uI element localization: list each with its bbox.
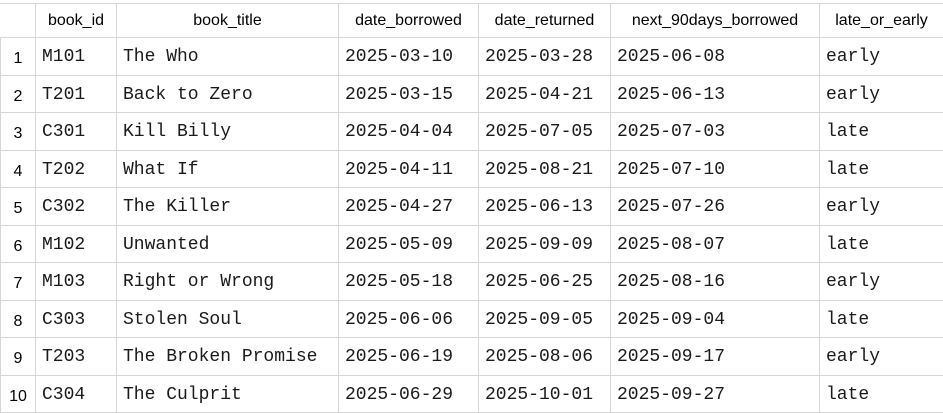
cell-late-or-early[interactable]: late	[820, 150, 943, 188]
cell-next-90days-borrowed[interactable]: 2025-06-08	[611, 38, 820, 76]
cell-next-90days-borrowed[interactable]: 2025-06-13	[611, 75, 820, 113]
table-row[interactable]: 8 C303 Stolen Soul 2025-06-06 2025-09-05…	[1, 300, 943, 338]
cell-book-id[interactable]: M103	[36, 263, 117, 301]
table-row[interactable]: 2 T201 Back to Zero 2025-03-15 2025-04-2…	[1, 75, 943, 113]
cell-date-returned[interactable]: 2025-06-25	[479, 263, 611, 301]
cell-date-returned[interactable]: 2025-10-01	[479, 375, 611, 413]
row-number[interactable]: 9	[1, 338, 36, 376]
cell-late-or-early[interactable]: early	[820, 338, 943, 376]
column-header-date-borrowed[interactable]: date_borrowed	[339, 4, 479, 38]
row-number[interactable]: 8	[1, 300, 36, 338]
column-header-date-returned[interactable]: date_returned	[479, 4, 611, 38]
cell-book-id[interactable]: T201	[36, 75, 117, 113]
cell-late-or-early[interactable]: early	[820, 75, 943, 113]
cell-late-or-early[interactable]: early	[820, 38, 943, 76]
cell-date-borrowed[interactable]: 2025-04-11	[339, 150, 479, 188]
cell-date-borrowed[interactable]: 2025-05-18	[339, 263, 479, 301]
header-row: book_id book_title date_borrowed date_re…	[1, 4, 943, 38]
cell-book-title[interactable]: Unwanted	[117, 225, 339, 263]
row-number[interactable]: 10	[1, 375, 36, 413]
cell-book-id[interactable]: C302	[36, 188, 117, 226]
cell-next-90days-borrowed[interactable]: 2025-09-04	[611, 300, 820, 338]
cell-book-title[interactable]: What If	[117, 150, 339, 188]
cell-next-90days-borrowed[interactable]: 2025-09-17	[611, 338, 820, 376]
cell-late-or-early[interactable]: late	[820, 375, 943, 413]
table-row[interactable]: 6 M102 Unwanted 2025-05-09 2025-09-09 20…	[1, 225, 943, 263]
table-row[interactable]: 10 C304 The Culprit 2025-06-29 2025-10-0…	[1, 375, 943, 413]
cell-late-or-early[interactable]: late	[820, 113, 943, 151]
cell-book-title[interactable]: Back to Zero	[117, 75, 339, 113]
cell-late-or-early[interactable]: late	[820, 300, 943, 338]
cell-next-90days-borrowed[interactable]: 2025-08-07	[611, 225, 820, 263]
cell-date-returned[interactable]: 2025-06-13	[479, 188, 611, 226]
cell-book-id[interactable]: T203	[36, 338, 117, 376]
cell-date-returned[interactable]: 2025-08-06	[479, 338, 611, 376]
row-number[interactable]: 1	[1, 38, 36, 76]
cell-book-title[interactable]: The Culprit	[117, 375, 339, 413]
cell-book-title[interactable]: Kill Billy	[117, 113, 339, 151]
cell-date-returned[interactable]: 2025-04-21	[479, 75, 611, 113]
cell-next-90days-borrowed[interactable]: 2025-09-27	[611, 375, 820, 413]
column-header-late-or-early[interactable]: late_or_early	[820, 4, 943, 38]
cell-date-returned[interactable]: 2025-09-09	[479, 225, 611, 263]
cell-date-borrowed[interactable]: 2025-06-19	[339, 338, 479, 376]
cell-date-borrowed[interactable]: 2025-03-15	[339, 75, 479, 113]
cell-date-returned[interactable]: 2025-08-21	[479, 150, 611, 188]
cell-date-returned[interactable]: 2025-03-28	[479, 38, 611, 76]
column-header-book-title[interactable]: book_title	[117, 4, 339, 38]
cell-book-id[interactable]: M102	[36, 225, 117, 263]
row-number[interactable]: 2	[1, 75, 36, 113]
cell-book-id[interactable]: C303	[36, 300, 117, 338]
cell-book-id[interactable]: T202	[36, 150, 117, 188]
cell-late-or-early[interactable]: early	[820, 263, 943, 301]
cell-book-id[interactable]: M101	[36, 38, 117, 76]
cell-late-or-early[interactable]: late	[820, 225, 943, 263]
table-row[interactable]: 7 M103 Right or Wrong 2025-05-18 2025-06…	[1, 263, 943, 301]
table-row[interactable]: 1 M101 The Who 2025-03-10 2025-03-28 202…	[1, 38, 943, 76]
cell-book-title[interactable]: Right or Wrong	[117, 263, 339, 301]
cell-book-title[interactable]: The Killer	[117, 188, 339, 226]
table-row[interactable]: 5 C302 The Killer 2025-04-27 2025-06-13 …	[1, 188, 943, 226]
cell-date-borrowed[interactable]: 2025-05-09	[339, 225, 479, 263]
cell-late-or-early[interactable]: early	[820, 188, 943, 226]
cell-book-title[interactable]: The Broken Promise	[117, 338, 339, 376]
table-row[interactable]: 9 T203 The Broken Promise 2025-06-19 202…	[1, 338, 943, 376]
cell-next-90days-borrowed[interactable]: 2025-07-26	[611, 188, 820, 226]
row-number[interactable]: 4	[1, 150, 36, 188]
cell-date-returned[interactable]: 2025-09-05	[479, 300, 611, 338]
row-number[interactable]: 5	[1, 188, 36, 226]
column-header-book-id[interactable]: book_id	[36, 4, 117, 38]
row-number[interactable]: 3	[1, 113, 36, 151]
row-number-header[interactable]	[1, 4, 36, 38]
results-grid: book_id book_title date_borrowed date_re…	[0, 3, 943, 413]
cell-book-title[interactable]: Stolen Soul	[117, 300, 339, 338]
table-row[interactable]: 4 T202 What If 2025-04-11 2025-08-21 202…	[1, 150, 943, 188]
cell-next-90days-borrowed[interactable]: 2025-07-10	[611, 150, 820, 188]
cell-book-id[interactable]: C304	[36, 375, 117, 413]
column-header-next-90days-borrowed[interactable]: next_90days_borrowed	[611, 4, 820, 38]
table-row[interactable]: 3 C301 Kill Billy 2025-04-04 2025-07-05 …	[1, 113, 943, 151]
cell-date-returned[interactable]: 2025-07-05	[479, 113, 611, 151]
cell-book-title[interactable]: The Who	[117, 38, 339, 76]
cell-book-id[interactable]: C301	[36, 113, 117, 151]
cell-date-borrowed[interactable]: 2025-04-27	[339, 188, 479, 226]
cell-next-90days-borrowed[interactable]: 2025-07-03	[611, 113, 820, 151]
cell-date-borrowed[interactable]: 2025-03-10	[339, 38, 479, 76]
cell-next-90days-borrowed[interactable]: 2025-08-16	[611, 263, 820, 301]
cell-date-borrowed[interactable]: 2025-04-04	[339, 113, 479, 151]
cell-date-borrowed[interactable]: 2025-06-06	[339, 300, 479, 338]
row-number[interactable]: 6	[1, 225, 36, 263]
cell-date-borrowed[interactable]: 2025-06-29	[339, 375, 479, 413]
row-number[interactable]: 7	[1, 263, 36, 301]
